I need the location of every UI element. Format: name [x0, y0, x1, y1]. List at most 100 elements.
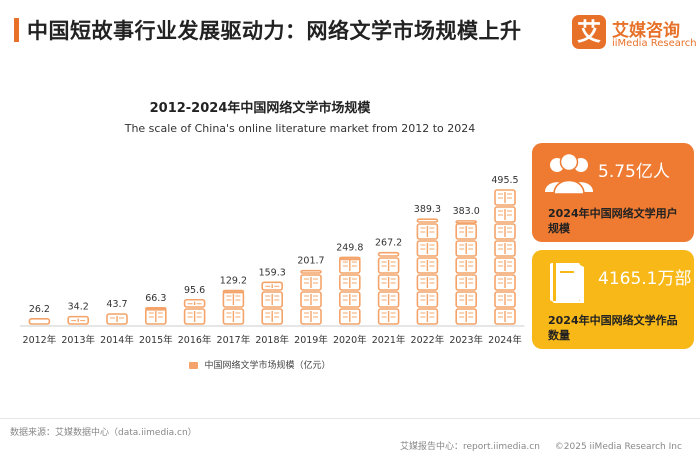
book-icon	[261, 291, 284, 308]
data-label: 43.7	[106, 299, 127, 310]
x-tick-label: 2017年	[217, 334, 251, 346]
brand-logo: 艾 艾媒咨询 iiMedia Research	[572, 15, 697, 55]
book-icon	[416, 223, 439, 240]
x-tick-label: 2012年	[23, 334, 57, 346]
copyright: ©2025 iiMedia Research Inc	[554, 442, 682, 452]
user-scale-label: 2024年中国网络文学用户规模	[548, 207, 678, 235]
data-label: 249.8	[336, 242, 363, 253]
book-icon	[300, 291, 322, 308]
book-icon	[494, 308, 516, 325]
book-icon	[300, 269, 322, 274]
bar	[222, 289, 245, 325]
book-icon	[300, 274, 322, 291]
data-label: 383.0	[453, 206, 480, 217]
book-icon	[455, 291, 478, 308]
book-icon	[377, 257, 400, 274]
book-icon	[338, 274, 361, 291]
book-icon	[145, 307, 167, 311]
x-tick-label: 2019年	[294, 334, 328, 346]
data-source: 数据来源：艾媒数据中心（data.iimedia.cn）	[10, 428, 197, 438]
bar	[300, 269, 322, 325]
book-icon	[300, 308, 322, 325]
users-icon	[545, 152, 593, 195]
user-scale-value: 5.75亿人	[598, 162, 670, 182]
book-icon	[377, 308, 400, 325]
book-icon	[261, 281, 284, 291]
book-icon	[494, 223, 516, 240]
x-tick-label: 2016年	[178, 334, 212, 346]
data-label: 66.3	[145, 293, 166, 304]
chart-subtitle: The scale of China's online literature m…	[124, 122, 476, 135]
footer-divider	[0, 418, 700, 419]
chart-legend: 中国网络文学市场规模（亿元）	[0, 358, 520, 371]
book-icon	[338, 256, 361, 261]
bar	[455, 220, 478, 325]
book-icon	[416, 257, 439, 274]
title-accent-bar	[14, 18, 19, 42]
bar	[67, 315, 89, 325]
works-count-card: 4165.1万部 2024年中国网络文学作品数量	[532, 250, 694, 349]
data-label: 34.2	[68, 302, 89, 313]
footer: 艾媒报告中心：report.iimedia.cn ©2025 iiMedia R…	[400, 439, 694, 452]
user-scale-card: 5.75亿人 2024年中国网络文学用户规模	[532, 143, 694, 242]
data-label: 26.2	[29, 304, 50, 315]
bar	[261, 281, 284, 325]
book-icon	[416, 291, 439, 308]
data-label: 95.6	[184, 285, 205, 296]
data-label: 389.3	[414, 204, 441, 215]
x-tick-label: 2018年	[255, 334, 289, 346]
book-icon	[494, 189, 516, 206]
bar	[28, 318, 51, 325]
data-label: 201.7	[297, 256, 324, 267]
page-title: 中国短故事行业发展驱动力：网络文学市场规模上升	[27, 19, 522, 43]
book-icon	[145, 308, 167, 325]
market-size-bar-chart: 26.2 2012年 34.2 2013年 43.7 2014年 66.3 2015年 95.6…	[20, 175, 525, 346]
book-icon	[416, 218, 439, 223]
x-tick-label: 2020年	[333, 334, 367, 346]
bar	[494, 189, 516, 325]
works-count-value: 4165.1万部	[598, 269, 692, 289]
book-icon	[494, 274, 516, 291]
book-icon	[416, 274, 439, 291]
chart-title: 2012-2024年中国网络文学市场规模	[149, 101, 371, 116]
bar	[338, 256, 361, 325]
data-label: 159.3	[259, 267, 286, 278]
logo-name-en: iiMedia Research	[612, 38, 697, 49]
x-tick-label: 2015年	[139, 334, 173, 346]
book-icon	[183, 298, 206, 308]
book-icon	[28, 318, 51, 325]
logo-name-cn: 艾媒咨询	[612, 21, 680, 41]
bar	[416, 218, 439, 325]
book-icon	[455, 220, 478, 224]
book-icon	[261, 308, 284, 325]
book-icon	[494, 240, 516, 257]
book-icon	[455, 274, 478, 291]
book-icon	[416, 308, 439, 325]
book-icon	[67, 315, 89, 325]
book-icon	[416, 240, 439, 257]
report-center: 艾媒报告中心：report.iimedia.cn	[400, 442, 540, 452]
book-icon	[494, 206, 516, 223]
book-icon	[338, 291, 361, 308]
bar	[106, 313, 128, 325]
legend-swatch	[189, 362, 199, 369]
x-tick-label: 2014年	[100, 334, 134, 346]
legend-label: 中国网络文学市场规模（亿元）	[204, 361, 331, 371]
book-icon	[455, 257, 478, 274]
book-icon	[377, 251, 400, 257]
bar	[145, 307, 167, 325]
data-label: 267.2	[375, 238, 402, 249]
x-tick-label: 2022年	[411, 334, 445, 346]
book-icon	[550, 263, 584, 303]
book-icon	[106, 313, 128, 325]
bar	[377, 251, 400, 325]
book-icon	[494, 257, 516, 274]
data-label: 129.2	[220, 276, 247, 287]
book-icon	[183, 308, 206, 325]
x-tick-label: 2013年	[61, 334, 95, 346]
book-icon	[455, 308, 478, 325]
book-icon	[222, 289, 245, 294]
data-label: 495.5	[491, 175, 518, 186]
book-icon	[222, 308, 245, 325]
x-tick-label: 2024年	[488, 334, 522, 346]
